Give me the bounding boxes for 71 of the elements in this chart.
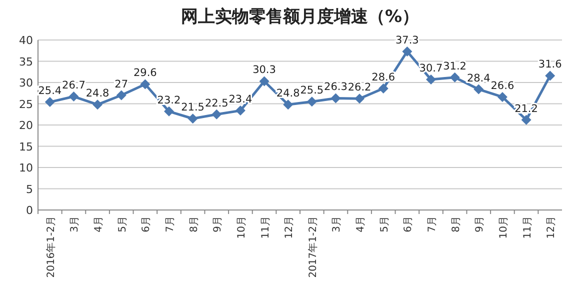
y-tick-label: 5	[26, 182, 33, 196]
x-tick-label: 7月	[427, 216, 438, 232]
x-tick-label: 10月	[498, 216, 510, 239]
data-label: 29.6	[133, 67, 158, 80]
y-tick-label: 40	[19, 34, 33, 47]
chart-title: 网上实物零售额月度增速（%）	[180, 7, 420, 27]
data-label: 25.5	[300, 84, 324, 97]
x-tick-label: 4月	[356, 216, 367, 232]
x-tick-label: 8月	[450, 216, 462, 232]
point	[92, 100, 103, 110]
data-label: 31.2	[443, 60, 467, 72]
point	[497, 92, 508, 102]
x-tick-label: 6月	[141, 216, 152, 232]
data-label: 24.8	[276, 88, 300, 100]
x-tick-label: 5月	[117, 216, 128, 232]
data-label: 21.5	[181, 102, 205, 114]
data-label: 22.5	[204, 97, 228, 110]
y-tick-label: 0	[26, 204, 33, 217]
point	[44, 97, 55, 108]
y-tick-label: 20	[19, 119, 33, 132]
y-tick-label: 10	[19, 162, 33, 174]
x-tick-label: 12月	[284, 216, 296, 239]
point	[283, 100, 294, 110]
point	[212, 109, 222, 120]
x-tick-label: 12月	[546, 216, 558, 239]
x-tick-label: 3月	[332, 216, 343, 232]
point	[259, 76, 270, 86]
y-tick-label: 15	[19, 140, 33, 154]
data-label: 37.3	[395, 34, 419, 46]
x-tick-label: 6月	[403, 216, 414, 232]
point	[402, 46, 412, 56]
data-label: 24.8	[86, 88, 110, 100]
point	[521, 114, 532, 125]
point	[545, 70, 556, 81]
point	[164, 106, 174, 116]
data-label: 31.6	[538, 58, 562, 71]
y-tick-label: 35	[19, 55, 33, 68]
x-tick-label: 7月	[165, 216, 176, 232]
data-label: 27	[114, 78, 128, 90]
x-tick-label: 11月	[260, 216, 272, 239]
point	[378, 83, 388, 94]
data-label: 30.3	[252, 64, 276, 76]
y-tick-label: 30	[19, 76, 33, 90]
x-tick-label: 9月	[474, 216, 486, 232]
data-label: 28.4	[466, 72, 491, 84]
data-label: 25.4	[38, 85, 62, 98]
point	[68, 92, 79, 102]
point	[306, 96, 317, 107]
x-tick-label: 2016年1-2月	[44, 216, 57, 278]
x-tick-label: 3月	[70, 216, 81, 232]
x-tick-label: 5月	[379, 216, 390, 232]
point	[116, 90, 126, 100]
y-tick-label: 25	[19, 98, 33, 111]
point	[426, 74, 436, 85]
point	[330, 93, 341, 104]
x-tick-label: 4月	[94, 216, 105, 232]
x-tick-label: 8月	[188, 216, 200, 232]
x-tick-label: 11月	[522, 216, 534, 239]
data-label: 26.7	[62, 80, 86, 92]
data-label: 26.2	[348, 82, 372, 94]
point	[140, 79, 150, 90]
point	[235, 106, 246, 116]
point	[188, 114, 198, 124]
data-label: 26.6	[490, 80, 514, 92]
x-tick-label: 9月	[212, 216, 224, 232]
data-label: 26.3	[324, 81, 348, 94]
x-tick-label: 2017年1-2月	[306, 216, 319, 278]
point	[450, 72, 460, 82]
point	[354, 94, 365, 104]
x-tick-label: 10月	[236, 216, 248, 239]
point	[474, 84, 484, 94]
